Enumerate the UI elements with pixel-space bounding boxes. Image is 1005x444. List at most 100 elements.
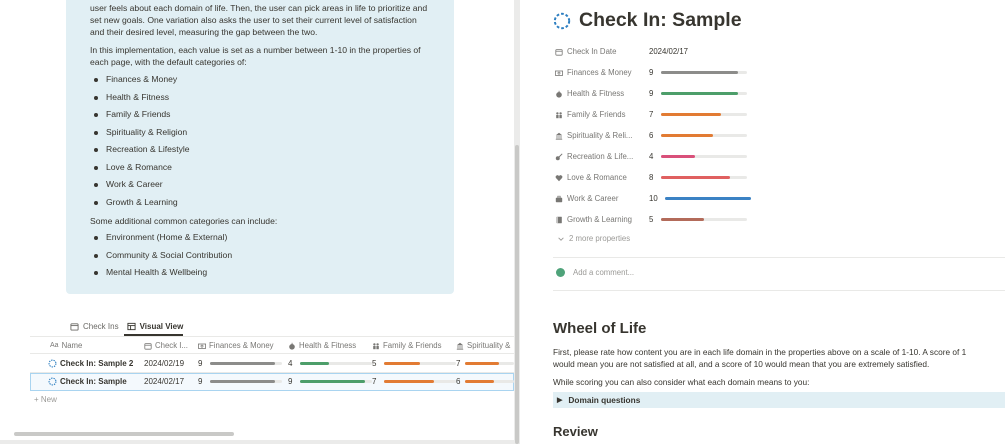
column-header-label: Spirituality & [467, 341, 511, 350]
new-row-button[interactable]: + New [34, 395, 57, 404]
spirituality-cell: 6 [456, 373, 514, 390]
avatar [556, 268, 565, 277]
progress-bar [210, 362, 282, 365]
row-name-label: Check In: Sample [60, 377, 127, 386]
value-number: 9 [649, 68, 654, 77]
chevron-down-icon [558, 236, 564, 241]
comment-input[interactable]: Add a comment... [556, 268, 634, 277]
property-value[interactable]: 6 [649, 131, 747, 140]
list-item: Growth & Learning [90, 194, 430, 212]
column-header-name[interactable]: Aa Name [50, 338, 144, 353]
additional-intro: Some additional common categories can in… [90, 216, 278, 226]
property-label-text: Family & Friends [567, 110, 626, 119]
finances-cell: 9 [198, 373, 288, 390]
horizontal-scrollbar[interactable] [14, 432, 234, 436]
property-family[interactable]: Family & Friends 7 [555, 104, 1005, 125]
property-finances[interactable]: Finances & Money 9 [555, 62, 1005, 83]
tab-check-ins-label: Check Ins [83, 321, 119, 331]
property-value[interactable]: 9 [649, 89, 747, 98]
domain-questions-toggle[interactable]: ▶ Domain questions [553, 392, 1005, 408]
tab-check-ins[interactable]: Check Ins [70, 322, 119, 331]
progress-bar [661, 71, 747, 74]
property-recreation[interactable]: Recreation & Life... 4 [555, 146, 1005, 167]
health-value: 9 [288, 377, 293, 386]
progress-fill [300, 362, 329, 365]
loading-circle-icon[interactable] [553, 12, 571, 30]
property-value[interactable]: 4 [649, 152, 747, 161]
spirituality-value: 7 [456, 359, 461, 368]
book-icon [556, 216, 562, 223]
vertical-scrollbar[interactable] [515, 145, 519, 444]
column-header-family[interactable]: Family & Friends [372, 338, 456, 353]
more-properties-toggle[interactable]: 2 more properties [557, 234, 630, 243]
property-value[interactable]: 10 [649, 194, 751, 203]
table-icon [127, 322, 136, 330]
callout-impl-line-1: In this implementation, each value is se… [90, 45, 421, 55]
property-spirituality[interactable]: Spirituality & Reli... 6 [555, 125, 1005, 146]
progress-fill [661, 92, 739, 95]
list-item: Family & Friends [90, 106, 430, 124]
property-value[interactable]: 2024/02/17 [649, 47, 689, 56]
horizontal-scroll-track[interactable] [0, 440, 514, 444]
table-row-selected[interactable]: Check In: Sample 2024/02/17 9 9 7 6 [30, 373, 514, 391]
property-value[interactable]: 7 [649, 110, 747, 119]
column-header-date[interactable]: Check I... [144, 338, 198, 353]
progress-fill [384, 362, 420, 365]
list-item: Finances & Money [90, 71, 430, 89]
spirituality-cell: 7 [456, 355, 514, 372]
progress-bar [464, 362, 514, 365]
triangle-right-icon: ▶ [557, 397, 563, 404]
row-name[interactable]: Check In: Sample [48, 373, 144, 390]
text-type-icon: Aa [50, 342, 59, 349]
page-title[interactable]: Check In: Sample [579, 9, 742, 31]
property-love[interactable]: Love & Romance 8 [555, 167, 1005, 188]
active-tab-underline [124, 334, 183, 336]
row-date: 2024/02/19 [144, 359, 185, 368]
column-header-label: Finances & Money [209, 341, 274, 350]
property-label: Health & Fitness [555, 89, 649, 98]
property-value[interactable]: 5 [649, 215, 747, 224]
progress-fill [464, 380, 495, 383]
progress-bar [661, 92, 747, 95]
people-icon [373, 342, 379, 349]
list-item: Mental Health & Wellbeing [90, 264, 430, 282]
list-item: Health & Fitness [90, 89, 430, 107]
column-header-spirituality[interactable]: Spirituality & [456, 338, 514, 353]
property-label: Growth & Learning [555, 215, 649, 224]
loading-circle-icon [48, 377, 57, 386]
property-check-in-date[interactable]: Check In Date 2024/02/17 [555, 41, 1005, 62]
wheel-description: First, please rate how content you are i… [553, 347, 1005, 370]
family-value: 5 [372, 359, 377, 368]
value-number: 10 [649, 194, 658, 203]
property-label-text: Check In Date [567, 47, 617, 56]
progress-fill [464, 362, 500, 365]
page-header: Check In: Sample [553, 9, 742, 32]
column-header-label: Check I... [155, 341, 188, 350]
progress-bar [661, 134, 747, 137]
more-properties-label: 2 more properties [569, 234, 631, 243]
comment-placeholder: Add a comment... [573, 268, 635, 277]
money-icon [555, 70, 563, 76]
progress-bar [665, 197, 751, 200]
column-header-health[interactable]: Health & Fitness [288, 338, 372, 353]
property-growth[interactable]: Growth & Learning 5 [555, 209, 1005, 230]
family-value: 7 [372, 377, 377, 386]
property-health[interactable]: Health & Fitness 9 [555, 83, 1005, 104]
row-name[interactable]: Check In: Sample 2 [48, 355, 144, 372]
column-header-finances[interactable]: Finances & Money [198, 338, 288, 353]
tab-visual-view[interactable]: Visual View [127, 322, 183, 331]
spirituality-value: 6 [456, 377, 461, 386]
progress-fill [661, 176, 730, 179]
health-cell: 4 [288, 355, 372, 372]
progress-bar [384, 380, 456, 383]
table-row[interactable]: Check In: Sample 2 2024/02/19 9 4 5 7 [30, 355, 514, 373]
progress-fill [665, 197, 751, 200]
progress-fill [300, 380, 365, 383]
property-value[interactable]: 9 [649, 68, 747, 77]
property-value[interactable]: 8 [649, 173, 747, 182]
property-work[interactable]: Work & Career 10 [555, 188, 1005, 209]
progress-fill [661, 155, 696, 158]
calendar-icon [70, 322, 79, 331]
list-item: Environment (Home & External) [90, 229, 430, 247]
progress-fill [210, 362, 275, 365]
